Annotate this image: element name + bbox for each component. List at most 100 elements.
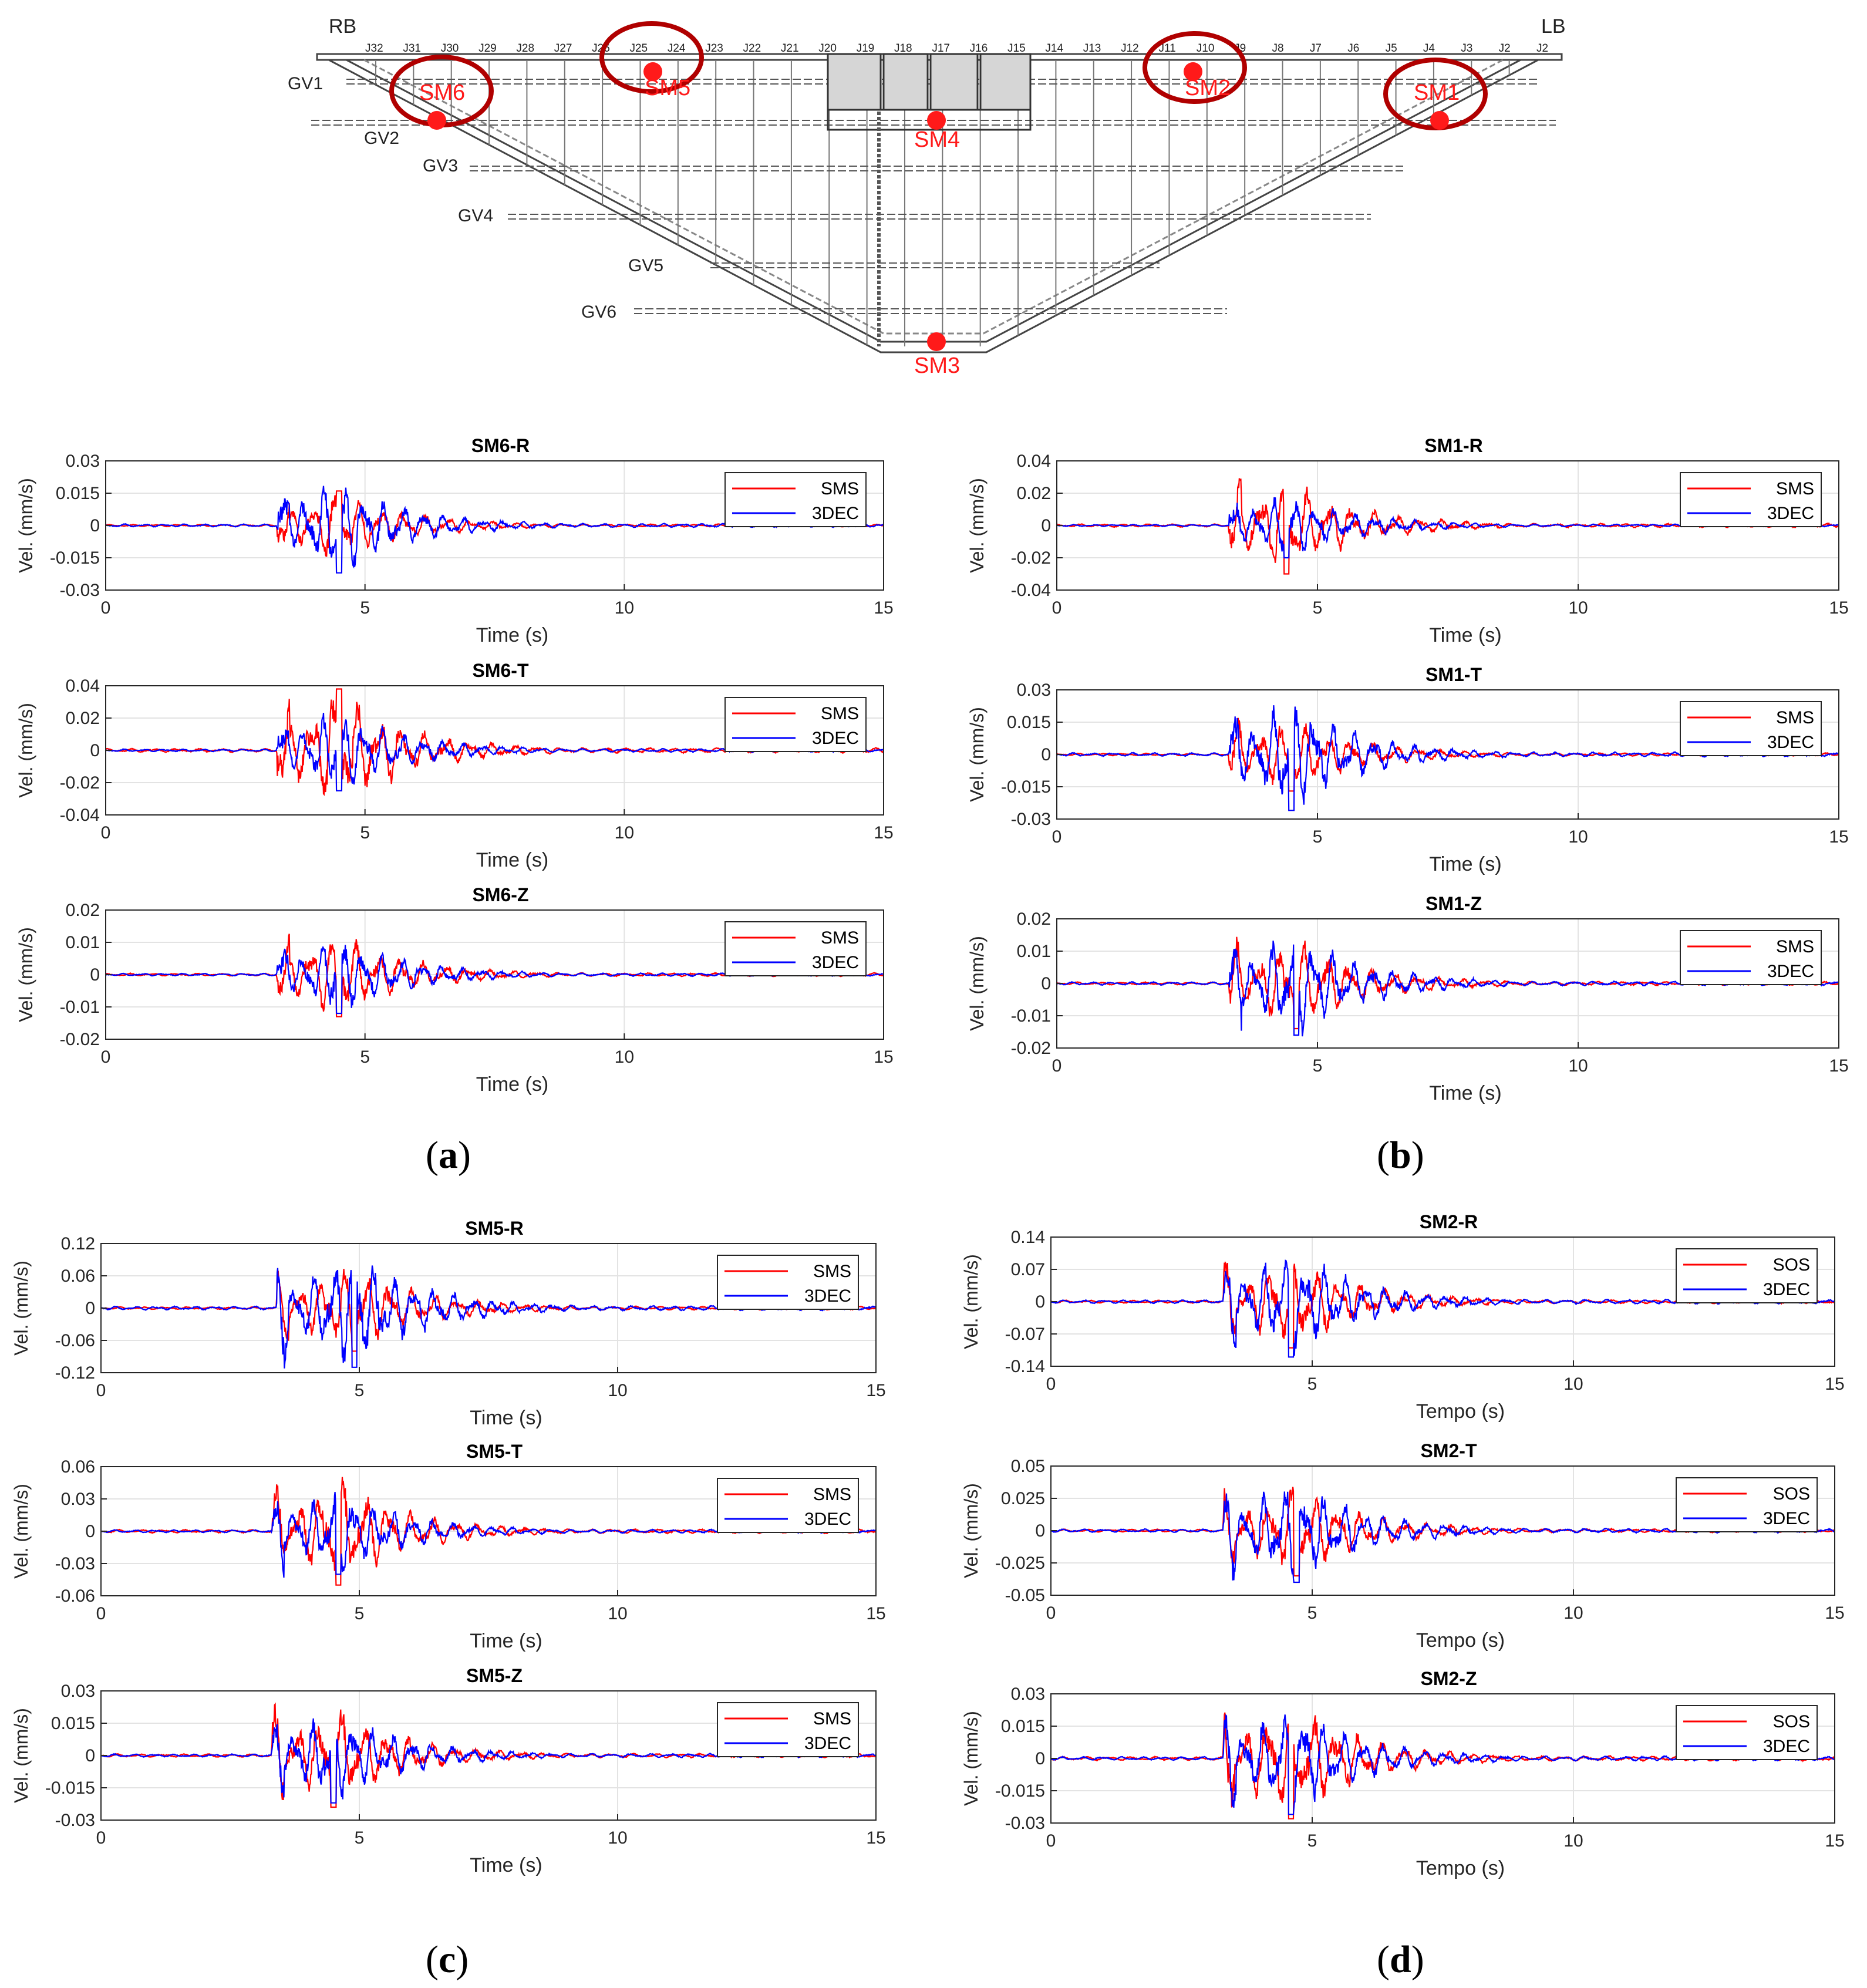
x-tick-label: 5 xyxy=(355,1828,365,1848)
chart-title: SM5-R xyxy=(465,1218,524,1239)
y-tick-label: -0.02 xyxy=(60,1030,100,1049)
gallery-label-gv5: GV5 xyxy=(628,256,663,275)
y-tick-label: -0.03 xyxy=(1005,1814,1045,1833)
y-tick-label: 0.03 xyxy=(61,1490,95,1509)
chart-title: SM6-T xyxy=(473,660,529,681)
y-tick-label: -0.03 xyxy=(60,581,100,600)
sensor-label-sm4: SM4 xyxy=(914,127,960,152)
y-tick-label: 0 xyxy=(90,965,100,985)
y-tick-label: 0.03 xyxy=(66,451,100,471)
y-tick-label: 0.12 xyxy=(61,1234,95,1254)
x-axis-label: Time (s) xyxy=(476,1073,548,1096)
y-tick-label: -0.05 xyxy=(1005,1586,1045,1605)
legend: SMS 3DEC xyxy=(724,921,867,976)
chart-sm6-r: 0 5 10 15 -0.03 -0.015 0 0.015 0.03 SM6-R Time (s)… xyxy=(15,435,894,646)
legend-entry: 3DEC xyxy=(1763,1280,1810,1299)
y-tick-label: 0.03 xyxy=(61,1682,95,1701)
x-tick-label: 5 xyxy=(1313,1056,1323,1076)
dam-cross-section: J32 J31 J30 J29 J28 J27 J26 J25 J24 J23 J22 J21 J20 J… xyxy=(288,15,1566,378)
bank-right-label: LB xyxy=(1541,15,1566,38)
gallery-label-gv3: GV3 xyxy=(423,156,458,176)
y-axis-label: Vel. (mm/s) xyxy=(966,478,988,573)
y-tick-label: -0.03 xyxy=(1011,810,1051,829)
joint-label: J24 xyxy=(668,42,686,55)
joint-label: J22 xyxy=(743,42,761,55)
legend-box xyxy=(1676,1477,1818,1532)
x-tick-label: 10 xyxy=(1568,1056,1588,1076)
x-tick-label: 15 xyxy=(874,823,893,843)
y-tick-label: 0.04 xyxy=(1017,451,1051,471)
chart-sm5-r: 0 5 10 15 -0.12 -0.06 0 0.06 0.12 SM5-R Time (s) Ve… xyxy=(11,1218,886,1429)
y-tick-label: 0 xyxy=(1035,1292,1045,1312)
x-tick-label: 5 xyxy=(360,823,370,843)
legend-entry: SOS xyxy=(1773,1255,1810,1275)
chart-sm6-t: 0 5 10 15 -0.04 -0.02 0 0.02 0.04 SM6-T Time (s) Ve… xyxy=(15,660,894,871)
chart-title: SM2-R xyxy=(1420,1211,1478,1232)
chart-sm2-t: 0 5 10 15 -0.05 -0.025 0 0.025 0.05 SM2-T Tempo (s… xyxy=(961,1440,1845,1652)
y-tick-label: -0.015 xyxy=(50,548,100,568)
x-tick-label: 10 xyxy=(615,823,634,843)
chart-sm1-r: 0 5 10 15 -0.04 -0.02 0 0.02 0.04 SM1-R Time (s) Ve… xyxy=(966,435,1849,646)
legend-box xyxy=(724,472,867,527)
y-axis-label: Vel. (mm/s) xyxy=(15,478,36,573)
joint-label: J3 xyxy=(1461,42,1472,55)
chart-sm1-t: 0 5 10 15 -0.03 -0.015 0 0.015 0.03 SM1-T Time (s)… xyxy=(966,664,1849,875)
legend: SMS 3DEC xyxy=(724,697,867,752)
gallery-label-gv6: GV6 xyxy=(581,302,616,322)
x-tick-label: 10 xyxy=(1568,827,1588,847)
gallery-label-gv4: GV4 xyxy=(458,206,493,225)
x-tick-label: 10 xyxy=(1563,1374,1583,1394)
x-axis-label: Time (s) xyxy=(1429,1082,1501,1104)
y-tick-label: -0.02 xyxy=(1011,1039,1051,1058)
x-tick-label: 5 xyxy=(1307,1831,1317,1851)
y-tick-label: 0 xyxy=(1041,516,1051,535)
sensor-circle-sm2 xyxy=(1143,31,1247,104)
x-tick-label: 10 xyxy=(608,1828,627,1848)
y-tick-label: 0.02 xyxy=(1017,909,1051,929)
legend-entry: 3DEC xyxy=(804,1734,851,1753)
y-axis-label: Vel. (mm/s) xyxy=(961,1254,982,1349)
legend-entry: SMS xyxy=(821,928,859,948)
x-tick-label: 5 xyxy=(1307,1603,1317,1623)
x-tick-label: 10 xyxy=(1568,598,1588,618)
x-tick-label: 15 xyxy=(1829,598,1848,618)
y-tick-label: -0.04 xyxy=(60,806,100,825)
y-tick-label: 0.06 xyxy=(61,1457,95,1477)
y-tick-label: -0.015 xyxy=(1001,777,1051,797)
x-tick-label: 10 xyxy=(1563,1603,1583,1623)
y-tick-label: 0 xyxy=(85,1299,95,1318)
y-tick-label: 0 xyxy=(1035,1749,1045,1768)
x-tick-label: 10 xyxy=(615,1047,634,1067)
y-tick-label: 0.015 xyxy=(1007,713,1051,732)
chart-sm2-z: 0 5 10 15 -0.03 -0.015 0 0.015 0.03 SM2-Z Tempo (s… xyxy=(961,1668,1845,1879)
chart-sm6-z: 0 5 10 15 -0.02 -0.01 0 0.01 0.02 SM6-Z Time (s) Ve… xyxy=(15,884,894,1096)
chart-title: SM1-R xyxy=(1424,435,1483,456)
chart-title: SM2-Z xyxy=(1421,1668,1477,1689)
legend-box xyxy=(724,697,867,752)
joint-label: J6 xyxy=(1347,42,1359,55)
joint-label: J21 xyxy=(781,42,799,55)
legend-box xyxy=(1680,930,1822,985)
chart-title: SM2-T xyxy=(1421,1440,1477,1461)
x-tick-label: 0 xyxy=(101,1047,111,1067)
x-tick-label: 15 xyxy=(866,1604,885,1623)
legend-entry: 3DEC xyxy=(1767,733,1814,752)
x-tick-label: 15 xyxy=(874,1047,893,1067)
sensor-circle-sm5 xyxy=(599,21,704,94)
legend-entry: SOS xyxy=(1773,1484,1810,1504)
joint-label: J5 xyxy=(1386,42,1397,55)
x-tick-label: 0 xyxy=(101,823,111,843)
legend: SMS 3DEC xyxy=(1680,472,1822,527)
x-tick-label: 5 xyxy=(1313,598,1323,618)
legend-box xyxy=(1676,1248,1818,1303)
spillway-gates xyxy=(827,53,1032,131)
joint-lines xyxy=(375,60,1510,346)
panel-label-b: (b) xyxy=(1377,1134,1424,1177)
y-axis-label: Vel. (mm/s) xyxy=(11,1484,32,1579)
y-axis-label: Vel. (mm/s) xyxy=(15,927,36,1022)
joint-label: J13 xyxy=(1083,42,1101,55)
x-tick-label: 5 xyxy=(355,1381,365,1400)
legend-entry: 3DEC xyxy=(812,729,859,748)
y-tick-label: 0.02 xyxy=(66,709,100,728)
x-tick-label: 15 xyxy=(1829,1056,1848,1076)
